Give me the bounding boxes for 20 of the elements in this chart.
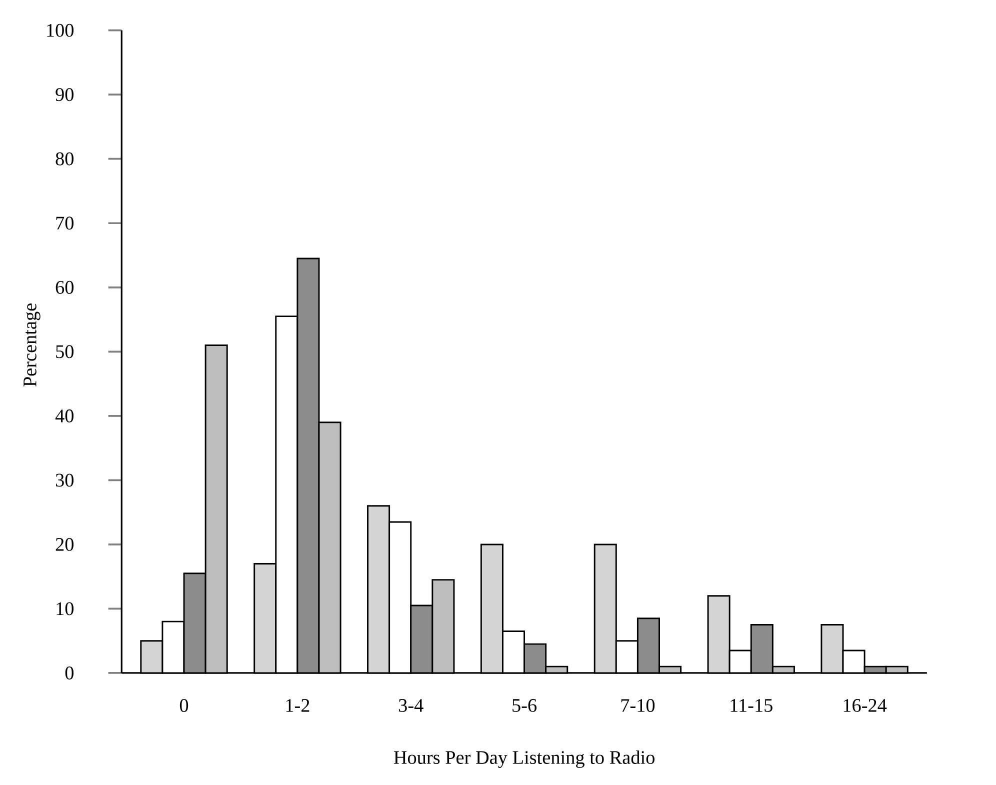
y-tick-label: 0	[65, 666, 74, 680]
x-tick-label: 0	[180, 699, 188, 712]
x-axis-title: Hours Per Day Listening to Radio	[394, 750, 654, 768]
x-tick-label: 1-2	[286, 699, 310, 712]
y-tick-label: 50	[56, 345, 74, 358]
x-tick-label: 7-10	[621, 699, 655, 712]
y-tick-label: 90	[56, 88, 74, 102]
y-tick-label: 10	[56, 602, 74, 616]
x-tick-label: 3-4	[398, 699, 424, 712]
y-tick-label: 100	[47, 24, 74, 37]
y-axis-title: Percentage	[24, 304, 40, 387]
y-tick-label: 80	[56, 152, 74, 166]
x-tick-label: 11-15	[730, 699, 772, 712]
y-tick-label: 40	[55, 409, 74, 422]
y-tick-label: 20	[56, 538, 74, 551]
x-tick-label: 5-6	[512, 699, 537, 712]
y-tick-label: 70	[56, 216, 74, 230]
y-tick-label: 30	[56, 474, 74, 487]
x-tick-label: 16-24	[844, 699, 887, 712]
y-tick-label: 60	[56, 280, 74, 294]
